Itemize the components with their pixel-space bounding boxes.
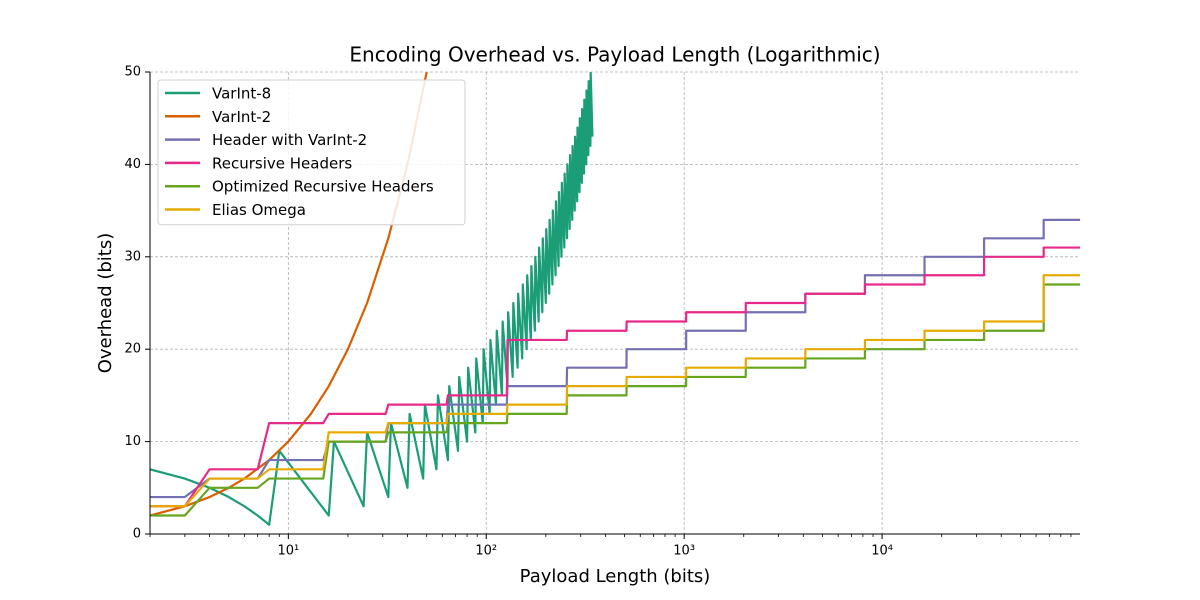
y-tick-label: 40 bbox=[124, 157, 141, 172]
axes: 0 10 20 30 40 50 10¹ 10² 10³ 10⁴ bbox=[124, 65, 1080, 559]
legend-box bbox=[157, 79, 466, 226]
y-tick-label: 10 bbox=[124, 434, 141, 449]
y-tick-label: 50 bbox=[124, 65, 141, 80]
legend: VarInt-8 VarInt-2 Header with VarInt-2 Recu… bbox=[157, 79, 466, 226]
legend-label: VarInt-2 bbox=[212, 108, 271, 126]
x-tick-label: 10¹ bbox=[277, 544, 299, 559]
legend-label: VarInt-8 bbox=[212, 85, 271, 103]
grid bbox=[150, 71, 1080, 535]
chart-title: Encoding Overhead vs. Payload Length (Lo… bbox=[349, 43, 880, 67]
legend-label: Elias Omega bbox=[212, 201, 306, 219]
y-tick-label: 0 bbox=[133, 527, 141, 542]
series-line bbox=[150, 283, 1080, 517]
legend-label: Header with VarInt-2 bbox=[212, 131, 367, 149]
y-tick-label: 30 bbox=[124, 249, 141, 264]
series-line bbox=[150, 72, 594, 526]
x-axis-label: Payload Length (bits) bbox=[520, 566, 711, 587]
series-line bbox=[150, 246, 1080, 508]
series-line bbox=[150, 274, 1080, 508]
y-tick-label: 20 bbox=[124, 342, 141, 357]
x-tick-label: 10⁴ bbox=[871, 544, 893, 559]
y-axis-label: Overhead (bits) bbox=[95, 233, 116, 374]
legend-label: Recursive Headers bbox=[212, 154, 352, 172]
legend-label: Optimized Recursive Headers bbox=[212, 178, 434, 196]
x-tick-label: 10³ bbox=[673, 544, 695, 559]
series-line bbox=[150, 72, 428, 517]
x-tick-label: 10² bbox=[475, 544, 497, 559]
plot-lines bbox=[150, 72, 1080, 526]
